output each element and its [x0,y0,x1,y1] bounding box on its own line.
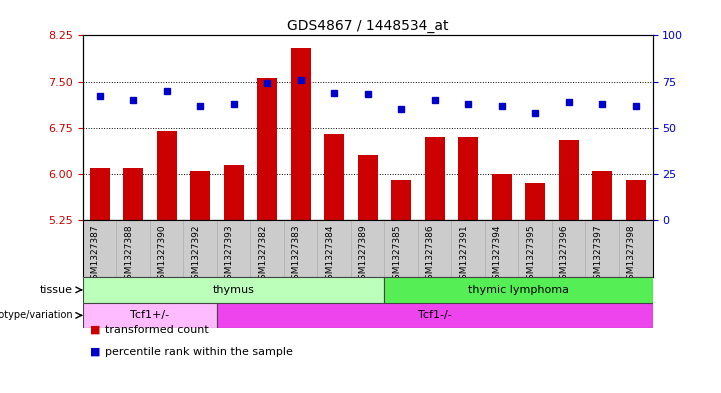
Text: genotype/variation: genotype/variation [0,310,73,320]
Text: GSM1327383: GSM1327383 [292,225,301,285]
Bar [217,303,653,328]
Text: Tcf1+/-: Tcf1+/- [131,310,169,320]
Text: GSM1327386: GSM1327386 [425,225,435,285]
Bar [492,174,512,220]
Text: GSM1327388: GSM1327388 [124,225,133,285]
Bar [458,137,478,220]
Bar [190,171,211,220]
Text: Tcf1-/-: Tcf1-/- [418,310,451,320]
Bar [291,48,311,220]
Bar [89,168,110,220]
Text: GSM1327392: GSM1327392 [191,225,200,285]
Text: percentile rank within the sample: percentile rank within the sample [105,347,293,357]
Text: GSM1327396: GSM1327396 [559,225,569,285]
Text: GSM1327398: GSM1327398 [627,225,636,285]
Bar [324,134,344,220]
Bar [83,277,384,303]
Text: GSM1327390: GSM1327390 [158,225,167,285]
Text: GSM1327394: GSM1327394 [492,225,502,285]
Bar [525,183,545,220]
Text: thymic lymphoma: thymic lymphoma [468,285,569,295]
Title: GDS4867 / 1448534_at: GDS4867 / 1448534_at [287,19,448,33]
Text: tissue: tissue [40,285,73,295]
Bar [358,156,378,220]
Bar [392,180,411,220]
Bar [592,171,612,220]
Text: GSM1327395: GSM1327395 [526,225,535,285]
Text: thymus: thymus [213,285,255,295]
Bar [384,277,653,303]
Text: GSM1327385: GSM1327385 [392,225,401,285]
Text: GSM1327384: GSM1327384 [325,225,335,285]
Bar [559,140,579,220]
Bar [425,137,445,220]
Bar [257,79,278,220]
Bar [83,303,217,328]
Text: GSM1327393: GSM1327393 [225,225,234,285]
Text: GSM1327382: GSM1327382 [258,225,267,285]
Text: transformed count: transformed count [105,325,208,335]
Bar [224,165,244,220]
Text: GSM1327387: GSM1327387 [91,225,99,285]
Bar [123,168,143,220]
Text: ■: ■ [90,325,101,335]
Text: GSM1327391: GSM1327391 [459,225,468,285]
Text: ■: ■ [90,347,101,357]
Bar [626,180,646,220]
Text: GSM1327389: GSM1327389 [359,225,368,285]
Bar [156,131,177,220]
Text: GSM1327397: GSM1327397 [593,225,602,285]
